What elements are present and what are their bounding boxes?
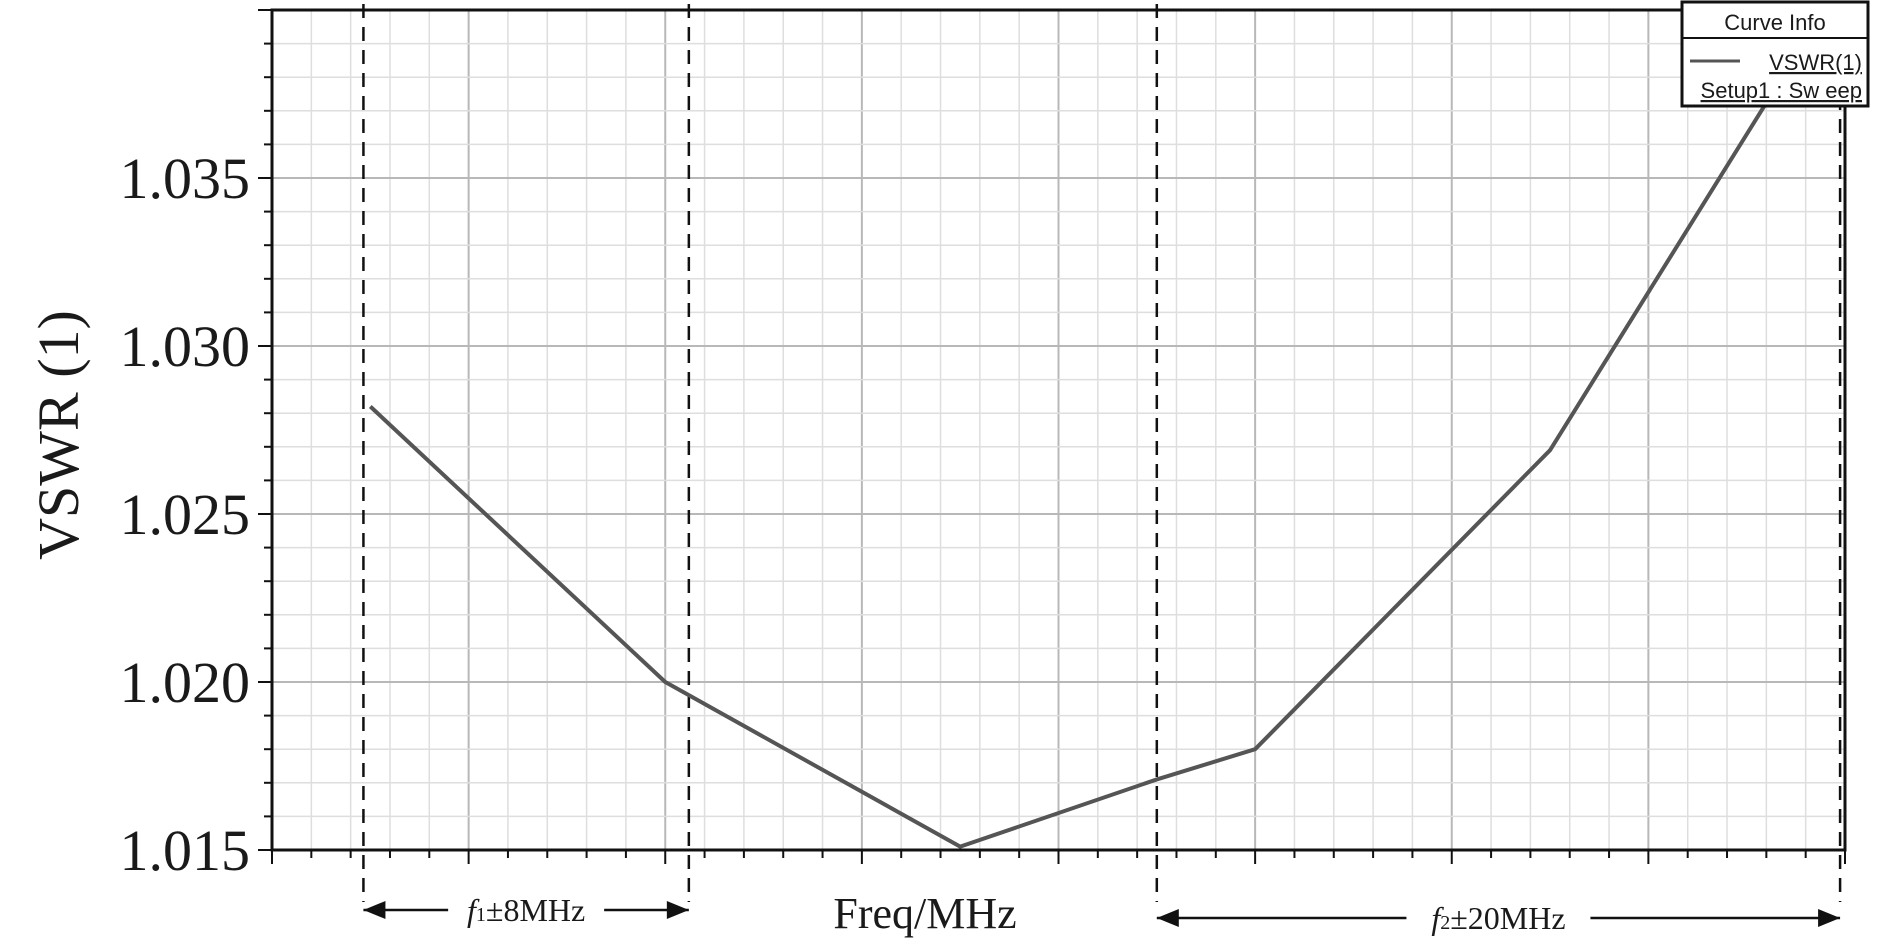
y-tick-label: 1.025 [120, 482, 251, 547]
band2-arrowhead-right [1818, 909, 1840, 927]
y-tick-label: 1.020 [120, 650, 251, 715]
band2-arrowhead-left [1157, 909, 1179, 927]
y-tick-label: 1.015 [120, 818, 251, 883]
y-tick-labels: 1.015 1.020 1.025 1.030 1.035 [120, 146, 251, 883]
band1-label: f1±8MHz [467, 892, 585, 928]
legend-entry-sub: Setup1 : Sw eep [1701, 78, 1862, 103]
legend-entry-name: VSWR(1) [1769, 50, 1862, 75]
band2-label: f2±20MHz [1431, 900, 1565, 936]
legend-title: Curve Info [1724, 10, 1826, 35]
band2-label-rest: ±20MHz [1450, 900, 1565, 936]
y-axis-title: VSWR (1) [26, 310, 91, 560]
legend: Curve Info VSWR(1) Setup1 : Sw eep [1682, 2, 1868, 106]
band-boundaries [363, 4, 1840, 902]
series-line-vswr [370, 0, 1845, 847]
band1-arrowhead-right [667, 901, 689, 919]
band-annotations: f1±8MHz f2±20MHz [363, 892, 1840, 936]
band1-label-sub: 1 [476, 904, 486, 926]
band1-label-rest: ±8MHz [486, 892, 585, 928]
band1-arrowhead-left [363, 901, 385, 919]
series-layer [370, 0, 1845, 847]
axes [258, 10, 1845, 864]
x-axis-title: Freq/MHz [833, 889, 1016, 938]
y-tick-label: 1.030 [120, 314, 251, 379]
grid [272, 10, 1845, 850]
band2-label-sub: 2 [1440, 912, 1450, 934]
y-tick-label: 1.035 [120, 146, 251, 211]
